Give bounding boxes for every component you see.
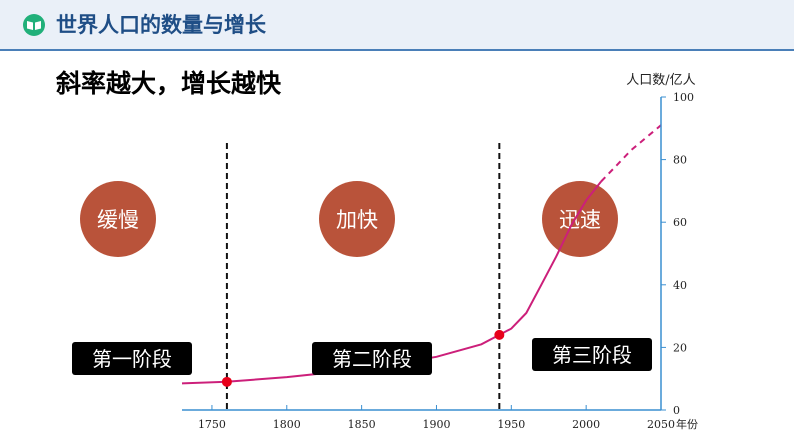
- x-tick-label: 1850: [348, 418, 376, 431]
- x-tick-label: 1950: [497, 418, 525, 431]
- header-title: 世界人口的数量与增长: [56, 13, 266, 37]
- population-line-dashed: [600, 124, 662, 183]
- stage-label-2: 第二阶段: [332, 347, 412, 371]
- key-point-2: [494, 329, 505, 340]
- population-line-solid: [181, 180, 602, 385]
- y-tick-label: 40: [673, 279, 687, 292]
- header-bar: [0, 0, 794, 50]
- x-tick-label: 1750: [198, 418, 226, 431]
- axes: 1750 1800 1850 1900 1950 2000 2050 年份0 20 40 60 80 1…: [182, 73, 698, 431]
- x-tick-label: 2000: [572, 418, 600, 431]
- population-lines: [181, 124, 662, 385]
- stage-dividers: [225, 143, 501, 410]
- growth-circle-1: [80, 181, 156, 257]
- stage-labels: 第一阶段 第二阶段 第三阶段: [72, 338, 652, 375]
- growth-label-1: 缓慢: [97, 208, 139, 232]
- stage-label-box-1: [72, 342, 192, 375]
- growth-circles: 缓慢 加快 迅速: [80, 181, 618, 257]
- y-tick-label: 100: [673, 91, 694, 104]
- book-icon: [23, 14, 45, 36]
- stage-label-box-2: [312, 342, 432, 375]
- slide-title: 斜率越大，增长越快: [56, 69, 282, 98]
- y-axis-label: 人口数/亿人: [626, 73, 695, 88]
- y-tick-label: 0: [673, 404, 680, 417]
- y-tick-label: 80: [673, 154, 687, 167]
- stage-label-1: 第一阶段: [92, 347, 172, 371]
- stage-label-box-3: [532, 338, 652, 371]
- header-divider: [0, 49, 794, 51]
- growth-label-2: 加快: [336, 208, 378, 232]
- key-points: [221, 329, 505, 387]
- stage-label-3: 第三阶段: [552, 343, 632, 367]
- growth-circle-2: [319, 181, 395, 257]
- y-tick-label: 20: [673, 341, 687, 354]
- growth-circle-3: [542, 181, 618, 257]
- x-tick-label: 2050: [647, 418, 675, 431]
- key-point-1: [221, 376, 232, 387]
- x-tick-label: 1900: [422, 418, 450, 431]
- x-tick-label: 1800: [273, 418, 301, 431]
- x-axis-label: 年份: [676, 417, 698, 431]
- y-tick-label: 60: [673, 216, 687, 229]
